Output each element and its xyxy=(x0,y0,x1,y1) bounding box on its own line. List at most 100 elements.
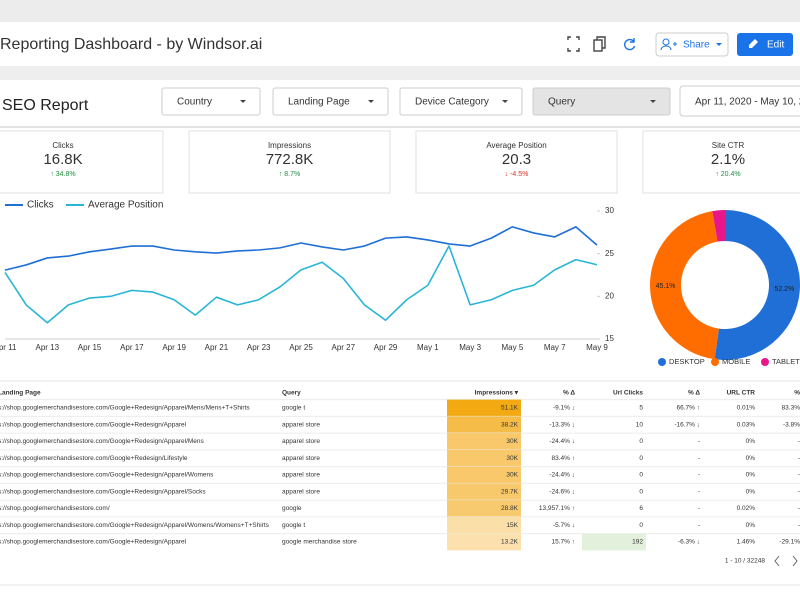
scorecard-value: 2.1% xyxy=(711,151,745,168)
table-cell: -5.7% ↓ xyxy=(553,522,575,529)
legend-label: MOBILE xyxy=(722,357,750,366)
column-header: Impressions ▾ xyxy=(475,390,519,397)
table-cell: google merchandise store xyxy=(282,539,357,546)
table-cell: s://shop.googlemerchandisestore.com/Goog… xyxy=(0,421,187,428)
filter-box[interactable] xyxy=(532,87,671,116)
header-gap xyxy=(0,66,800,80)
heat-cell xyxy=(447,433,521,450)
share-dropdown[interactable] xyxy=(716,43,722,46)
scorecard xyxy=(0,130,164,194)
table-cell: 0 xyxy=(639,472,643,479)
table-cell: 51.1K xyxy=(501,405,519,412)
date-picker[interactable] xyxy=(679,85,800,117)
table-cell: - xyxy=(798,505,800,512)
scorecard xyxy=(642,130,800,194)
legend-dot xyxy=(658,358,666,366)
filter-label[interactable]: Device Category xyxy=(415,97,489,108)
table-cell: 38.2K xyxy=(501,421,519,428)
table-cell: 0% xyxy=(746,472,756,479)
filter-label[interactable]: Landing Page xyxy=(288,97,350,108)
filter-box[interactable] xyxy=(399,87,523,116)
table-cell: -9.1% ↓ xyxy=(553,405,575,412)
table-cell: - xyxy=(798,522,800,529)
table-cell: s://shop.googlemerchandisestore.com/Goog… xyxy=(0,405,250,412)
filter-caret xyxy=(368,100,374,103)
heat-cell xyxy=(447,399,521,417)
x-tick-label: Apr 15 xyxy=(78,343,102,352)
column-header: Url Clicks xyxy=(613,390,643,397)
legend-label: TABLET xyxy=(772,357,800,366)
table-cell: s://shop.googlemerchandisestore.com/Goog… xyxy=(0,455,188,462)
table-cell: 10 xyxy=(636,421,644,428)
filter-caret xyxy=(502,100,508,103)
y2-tick-label: 30 xyxy=(605,206,614,215)
column-header: % Δ xyxy=(563,390,575,397)
table-cell: 192 xyxy=(632,539,643,546)
filter-box[interactable] xyxy=(272,87,389,116)
table-cell: s://shop.googlemerchandisestore.com/Goog… xyxy=(0,522,270,529)
line-series xyxy=(4,226,598,271)
table-cell: s://shop.googlemerchandisestore.com/Goog… xyxy=(0,438,205,445)
heat-cell xyxy=(582,533,646,551)
table-cell: 83.3% xyxy=(782,405,800,412)
fullscreen-icon[interactable] xyxy=(567,36,580,52)
table-cell: -24.4% ↓ xyxy=(549,438,575,445)
table-cell: 29.7K xyxy=(501,488,519,495)
table-cell: 0 xyxy=(639,438,643,445)
x-tick-label: Apr 17 xyxy=(120,343,144,352)
heat-cell xyxy=(447,500,521,517)
table-cell: apparel store xyxy=(282,421,320,428)
filter-caret xyxy=(240,100,246,103)
filter-label[interactable]: Query xyxy=(548,97,575,108)
x-tick-label: Apr 23 xyxy=(247,343,271,352)
table-cell: - xyxy=(798,488,800,495)
heat-cell xyxy=(447,516,521,534)
legend-label: Clicks xyxy=(27,200,54,211)
table-cell: 30K xyxy=(506,455,518,462)
table-cell: 0 xyxy=(639,488,643,495)
x-tick-label: May 1 xyxy=(417,343,439,352)
refresh-icon[interactable] xyxy=(624,38,636,51)
table-footer: 1 - 10 / 32248 xyxy=(725,558,765,565)
heat-cell xyxy=(447,416,521,434)
heat-cell xyxy=(447,483,521,501)
x-tick-label: Apr 11 xyxy=(0,343,17,352)
pager-arrows[interactable] xyxy=(774,555,798,567)
column-header: Landing Page xyxy=(0,390,41,397)
scorecard-label: Impressions xyxy=(268,141,311,150)
copy-icon-back xyxy=(596,36,606,49)
table-cell: 0 xyxy=(639,455,643,462)
table-cell: -3.8% xyxy=(783,421,800,428)
edit-label[interactable]: Edit xyxy=(767,40,784,51)
table-cell: 66.7% ↑ xyxy=(677,405,701,412)
table-cell: 6 xyxy=(639,505,643,512)
share-button[interactable] xyxy=(655,32,729,57)
table-cell: - xyxy=(698,522,700,529)
edit-button[interactable] xyxy=(737,33,793,56)
table-cell: s://shop.googlemerchandisestore.com/Goog… xyxy=(0,472,214,479)
scorecard-value: 20.3 xyxy=(502,151,531,168)
table-cell: 0% xyxy=(746,438,756,445)
x-tick-label: May 5 xyxy=(502,343,524,352)
table-cell: 5 xyxy=(639,405,643,412)
filter-caret xyxy=(650,100,656,103)
scorecard-change: ↑ 8.7% xyxy=(279,171,300,178)
table-cell: - xyxy=(798,472,800,479)
table-cell: apparel store xyxy=(282,472,320,479)
table-cell: apparel store xyxy=(282,488,320,495)
filter-label[interactable]: Country xyxy=(177,97,212,108)
table-cell: -24.6% ↓ xyxy=(549,488,575,495)
table-cell: -24.4% ↓ xyxy=(549,472,575,479)
share-icon xyxy=(662,38,670,46)
table-cell: google t xyxy=(282,405,305,412)
y2-tick-label: 20 xyxy=(605,291,614,300)
date-range[interactable]: Apr 11, 2020 - May 10, 2020 xyxy=(695,97,800,108)
legend-dot xyxy=(761,358,769,366)
share-label[interactable]: Share xyxy=(683,40,710,51)
x-tick-label: Apr 29 xyxy=(374,343,398,352)
table-cell: - xyxy=(798,455,800,462)
table-cell: 0.01% xyxy=(737,405,756,412)
table-cell: - xyxy=(798,438,800,445)
filter-box[interactable] xyxy=(161,87,261,116)
copy-icon[interactable] xyxy=(593,39,603,52)
